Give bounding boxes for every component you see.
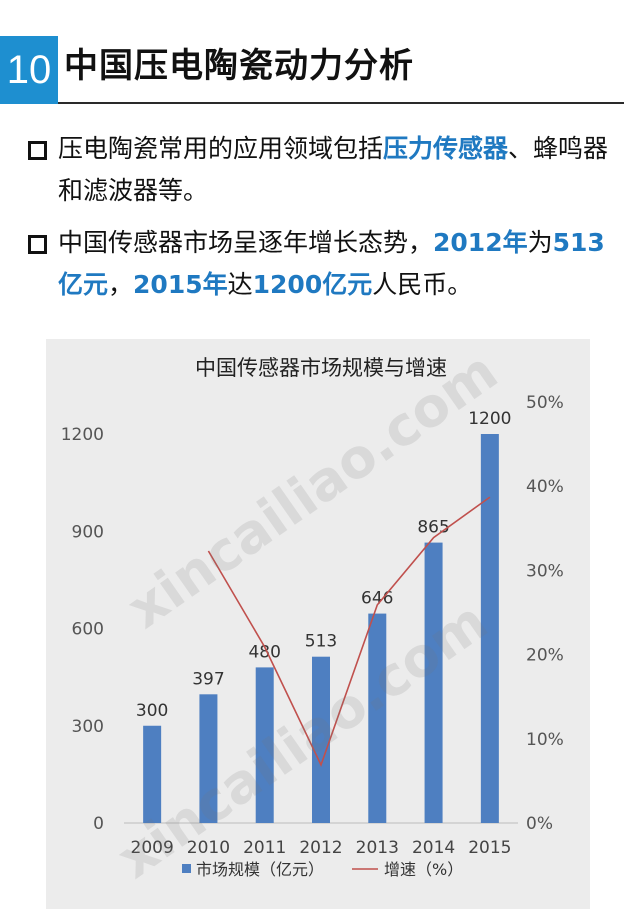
bar-data-label: 865 bbox=[417, 518, 449, 538]
page-title: 中国压电陶瓷动力分析 bbox=[64, 46, 414, 86]
chart-panel: 中国传感器市场规模与增速 0 300 600 900 1200 0% 10% 20% 30% 40%… bbox=[46, 339, 590, 909]
x-axis-category-label: 2009 bbox=[131, 838, 174, 858]
growth-rate-line bbox=[207, 496, 491, 767]
bullet-list: 压电陶瓷常用的应用领域包括压力传感器、蜂鸣器和滤波器等。 中国传感器市场呈逐年增… bbox=[26, 128, 618, 316]
x-axis-category-label: 2013 bbox=[356, 838, 399, 858]
bullet-item-2: 中国传感器市场呈逐年增长态势，2012年为513亿元，2015年达1200亿元人… bbox=[26, 222, 618, 306]
bar-data-label: 397 bbox=[192, 669, 224, 689]
chart-title: 中国传感器市场规模与增速 bbox=[195, 356, 447, 380]
bar-2010 bbox=[199, 694, 218, 823]
title-underline bbox=[58, 102, 624, 104]
bar-data-label: 646 bbox=[361, 589, 393, 609]
bullet-2-seg-3: 为 bbox=[527, 228, 553, 257]
bullet-2-seg-1: 中国传感器市场呈逐年增长态势， bbox=[58, 228, 434, 257]
section-number: 10 bbox=[0, 36, 58, 104]
header: 10 中国压电陶瓷动力分析 bbox=[0, 0, 624, 104]
bullet-2-highlight-2: 513亿元 bbox=[58, 228, 605, 299]
x-axis-category-label: 2015 bbox=[468, 838, 511, 858]
left-axis-tick-label: 900 bbox=[72, 522, 104, 542]
bar-data-label: 300 bbox=[136, 701, 168, 721]
bullet-1-seg-1: 压电陶瓷常用的应用领域包括 bbox=[58, 134, 384, 163]
bar-2011 bbox=[255, 667, 274, 823]
bar-data-label: 480 bbox=[248, 642, 280, 662]
left-axis-tick-label: 1200 bbox=[61, 425, 104, 445]
x-axis-category-label: 2011 bbox=[243, 838, 286, 858]
bar-data-label: 1200 bbox=[468, 409, 511, 429]
bullet-2-highlight-4: 1200亿元 bbox=[252, 270, 373, 299]
bullet-2-seg-9: 人民币。 bbox=[372, 270, 473, 299]
bullet-2-highlight-3: 2015年 bbox=[133, 270, 228, 299]
right-axis-tick-label: 10% bbox=[526, 730, 564, 750]
legend-label-growth-rate: 增速（%） bbox=[384, 860, 463, 879]
bar-data-label: 513 bbox=[305, 632, 337, 652]
right-axis-tick-label: 0% bbox=[526, 814, 553, 834]
bar-2015 bbox=[480, 434, 499, 823]
bar-2009 bbox=[143, 725, 162, 823]
legend-label-market-size: 市场规模（亿元） bbox=[196, 860, 324, 879]
right-axis-tick-label: 30% bbox=[526, 561, 564, 581]
square-bullet-icon bbox=[28, 141, 47, 160]
left-axis-tick-label: 600 bbox=[72, 620, 104, 640]
right-axis-tick-label: 50% bbox=[526, 393, 564, 413]
right-axis-tick-label: 40% bbox=[526, 477, 564, 497]
legend-bar-swatch-icon bbox=[182, 864, 191, 873]
x-axis-category-label: 2012 bbox=[299, 838, 342, 858]
bullet-text-1: 压电陶瓷常用的应用领域包括压力传感器、蜂鸣器和滤波器等。 bbox=[58, 134, 608, 205]
square-bullet-icon bbox=[28, 235, 47, 254]
bar-2014 bbox=[424, 542, 443, 823]
bullet-2-seg-7: 达 bbox=[227, 270, 253, 299]
bullet-1-highlight-1: 压力传感器 bbox=[383, 134, 509, 163]
bullet-1-seg-3: 、蜂鸣器和滤波器等。 bbox=[58, 134, 609, 205]
bullet-text-2: 中国传感器市场呈逐年增长态势，2012年为513亿元，2015年达1200亿元人… bbox=[58, 228, 605, 299]
left-axis-tick-label: 300 bbox=[72, 717, 104, 737]
bar-2013 bbox=[368, 613, 387, 823]
bullet-2-seg-5: ， bbox=[108, 270, 134, 299]
bar-2012 bbox=[312, 656, 330, 823]
bullet-2-highlight-1: 2012年 bbox=[433, 228, 528, 257]
left-axis-tick-label: 0 bbox=[93, 814, 104, 834]
combo-chart: 中国传感器市场规模与增速 0 300 600 900 1200 0% 10% 20% 30% 40%… bbox=[61, 356, 564, 879]
bullet-item-1: 压电陶瓷常用的应用领域包括压力传感器、蜂鸣器和滤波器等。 bbox=[26, 128, 618, 212]
right-axis-tick-label: 20% bbox=[526, 646, 564, 666]
x-axis-category-label: 2014 bbox=[412, 838, 455, 858]
x-axis-category-label: 2010 bbox=[187, 838, 230, 858]
